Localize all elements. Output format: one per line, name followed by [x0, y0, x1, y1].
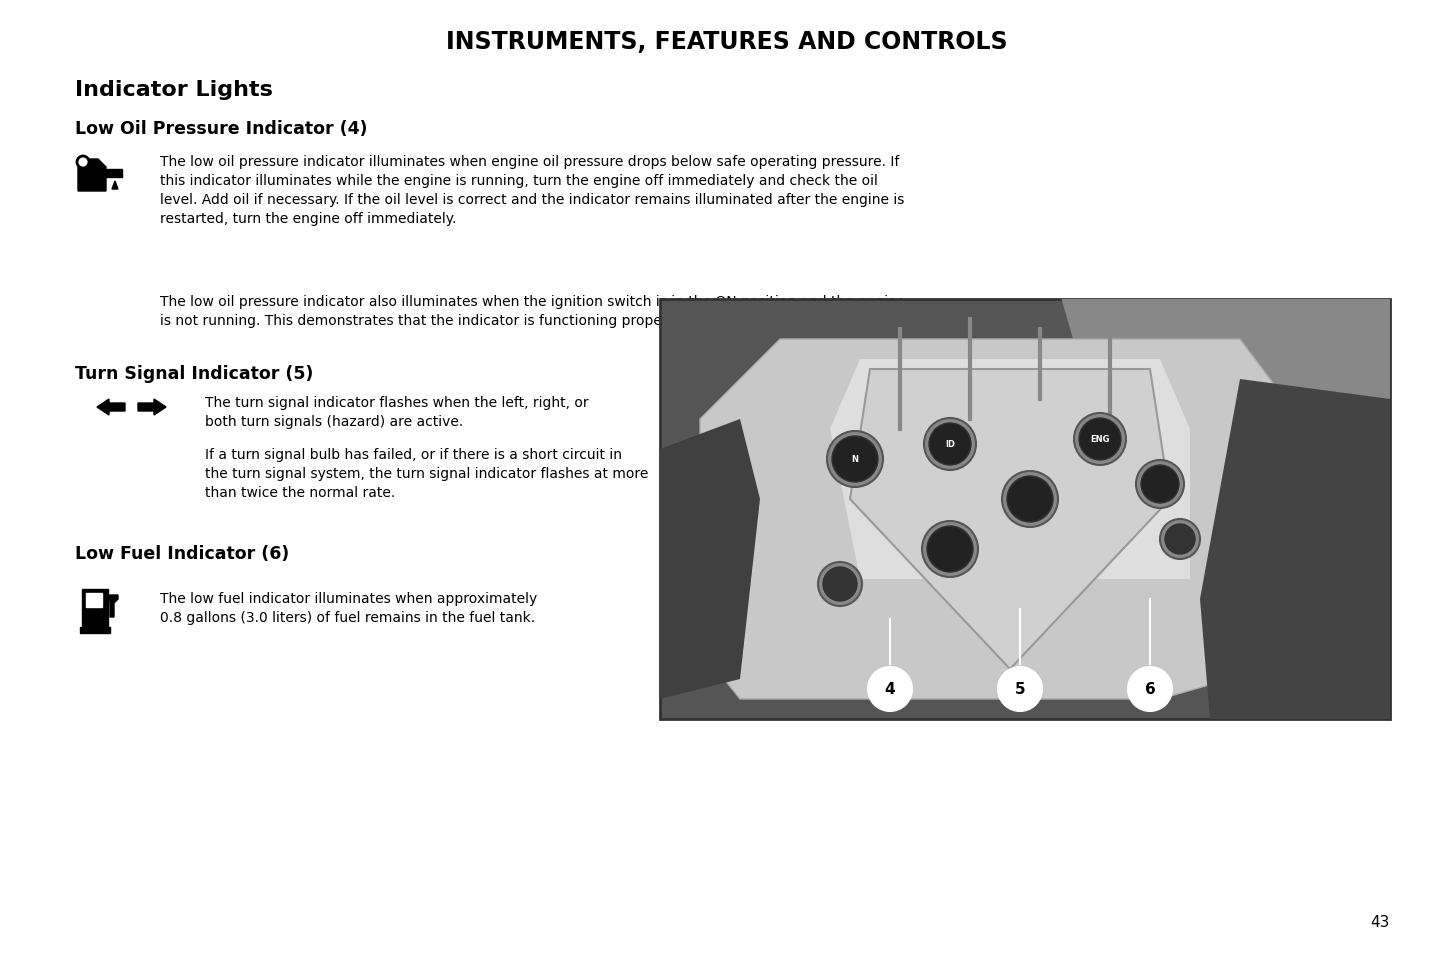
- Circle shape: [928, 526, 973, 573]
- Polygon shape: [830, 359, 1189, 579]
- Circle shape: [77, 157, 89, 169]
- Circle shape: [1136, 460, 1184, 509]
- Bar: [86, 594, 102, 607]
- Bar: [81, 589, 108, 627]
- Text: The low oil pressure indicator illuminates when engine oil pressure drops below : The low oil pressure indicator illuminat…: [160, 154, 904, 226]
- Circle shape: [1008, 476, 1053, 522]
- Circle shape: [1141, 465, 1179, 503]
- Text: Indicator Lights: Indicator Lights: [76, 80, 273, 100]
- Bar: [80, 627, 111, 634]
- Circle shape: [1002, 472, 1059, 527]
- Text: ID: ID: [945, 440, 955, 449]
- Text: ENG: ENG: [1090, 435, 1109, 444]
- Polygon shape: [108, 596, 118, 618]
- Text: Turn Signal Indicator (5): Turn Signal Indicator (5): [76, 365, 314, 382]
- Circle shape: [823, 567, 856, 601]
- Polygon shape: [106, 170, 122, 178]
- Circle shape: [1128, 667, 1172, 711]
- Text: INSTRUMENTS, FEATURES AND CONTROLS: INSTRUMENTS, FEATURES AND CONTROLS: [446, 30, 1008, 54]
- Circle shape: [1075, 414, 1125, 465]
- Circle shape: [1160, 519, 1200, 559]
- Circle shape: [868, 667, 912, 711]
- Text: 6: 6: [1144, 681, 1156, 697]
- Text: Low Fuel Indicator (6): Low Fuel Indicator (6): [76, 544, 289, 562]
- Text: N: N: [852, 455, 858, 464]
- Text: If a turn signal bulb has failed, or if there is a short circuit in
the turn sig: If a turn signal bulb has failed, or if …: [205, 448, 648, 499]
- Circle shape: [827, 432, 883, 488]
- Polygon shape: [699, 339, 1300, 700]
- Circle shape: [997, 667, 1043, 711]
- Circle shape: [1165, 524, 1195, 555]
- Polygon shape: [1061, 299, 1390, 489]
- FancyArrow shape: [138, 399, 166, 416]
- Circle shape: [929, 423, 971, 465]
- Polygon shape: [1200, 379, 1390, 720]
- Circle shape: [832, 436, 878, 482]
- Polygon shape: [851, 370, 1170, 669]
- Text: The low oil pressure indicator also illuminates when the ignition switch is in t: The low oil pressure indicator also illu…: [160, 294, 906, 328]
- Polygon shape: [112, 182, 118, 190]
- Text: 43: 43: [1371, 914, 1390, 929]
- FancyArrow shape: [97, 399, 125, 416]
- Circle shape: [923, 418, 976, 471]
- Circle shape: [922, 521, 979, 578]
- Bar: [660, 299, 1390, 720]
- Text: The turn signal indicator flashes when the left, right, or
both turn signals (ha: The turn signal indicator flashes when t…: [205, 395, 589, 429]
- Circle shape: [819, 562, 862, 606]
- Text: 4: 4: [884, 681, 896, 697]
- Text: 5: 5: [1015, 681, 1025, 697]
- Circle shape: [1079, 418, 1121, 460]
- Polygon shape: [79, 160, 106, 192]
- Text: Low Oil Pressure Indicator (4): Low Oil Pressure Indicator (4): [76, 120, 368, 138]
- Polygon shape: [660, 419, 760, 700]
- Text: The low fuel indicator illuminates when approximately
0.8 gallons (3.0 liters) o: The low fuel indicator illuminates when …: [160, 592, 537, 624]
